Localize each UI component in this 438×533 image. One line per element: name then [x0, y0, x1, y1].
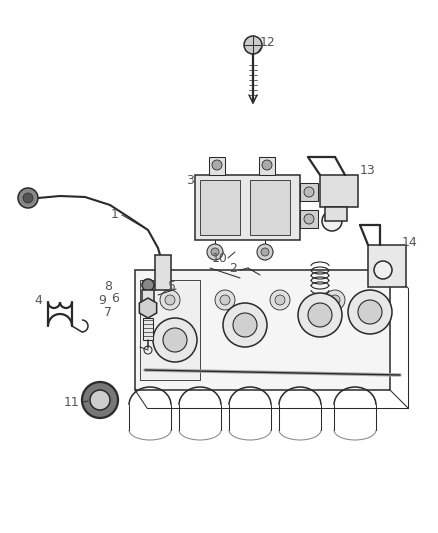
- Circle shape: [270, 290, 290, 310]
- Circle shape: [275, 295, 285, 305]
- Text: 11: 11: [64, 395, 80, 408]
- Text: 4: 4: [34, 294, 42, 306]
- Circle shape: [330, 295, 340, 305]
- Circle shape: [23, 193, 33, 203]
- Text: 6: 6: [111, 292, 119, 304]
- Circle shape: [348, 290, 392, 334]
- Circle shape: [262, 160, 272, 170]
- Circle shape: [207, 244, 223, 260]
- Bar: [195, 175, 300, 240]
- Bar: [155, 255, 171, 290]
- Circle shape: [304, 214, 314, 224]
- Text: 5: 5: [168, 280, 176, 294]
- Text: 10: 10: [212, 252, 228, 264]
- Circle shape: [257, 244, 273, 260]
- Circle shape: [374, 261, 392, 279]
- Bar: [300, 183, 318, 201]
- Circle shape: [358, 300, 382, 324]
- Bar: [142, 290, 154, 308]
- Polygon shape: [135, 270, 390, 390]
- Bar: [140, 280, 200, 380]
- Bar: [300, 210, 318, 228]
- Circle shape: [82, 382, 118, 418]
- Bar: [368, 245, 406, 287]
- Circle shape: [223, 303, 267, 347]
- Circle shape: [165, 295, 175, 305]
- Circle shape: [215, 290, 235, 310]
- Bar: [200, 180, 240, 235]
- Bar: [209, 157, 225, 175]
- Circle shape: [211, 248, 219, 256]
- Bar: [143, 318, 153, 340]
- Text: 9: 9: [98, 294, 106, 306]
- Circle shape: [153, 318, 197, 362]
- Bar: [320, 175, 358, 207]
- Circle shape: [90, 390, 110, 410]
- Text: 12: 12: [260, 36, 276, 49]
- Circle shape: [142, 279, 154, 291]
- Text: 8: 8: [104, 280, 112, 294]
- Circle shape: [325, 290, 345, 310]
- Circle shape: [308, 303, 332, 327]
- Text: 2: 2: [229, 262, 237, 274]
- Circle shape: [298, 293, 342, 337]
- Text: 14: 14: [402, 236, 418, 248]
- Text: 13: 13: [360, 164, 376, 176]
- Circle shape: [261, 248, 269, 256]
- Bar: [325, 207, 347, 221]
- Circle shape: [233, 313, 257, 337]
- Circle shape: [163, 328, 187, 352]
- Circle shape: [322, 211, 342, 231]
- Text: 1: 1: [111, 208, 119, 222]
- Circle shape: [304, 187, 314, 197]
- Circle shape: [244, 36, 262, 54]
- Bar: [250, 180, 290, 235]
- Circle shape: [220, 295, 230, 305]
- Text: 7: 7: [104, 305, 112, 319]
- Circle shape: [212, 160, 222, 170]
- Circle shape: [18, 188, 38, 208]
- Bar: [259, 157, 275, 175]
- Circle shape: [160, 290, 180, 310]
- Text: 3: 3: [186, 174, 194, 187]
- Polygon shape: [139, 298, 157, 318]
